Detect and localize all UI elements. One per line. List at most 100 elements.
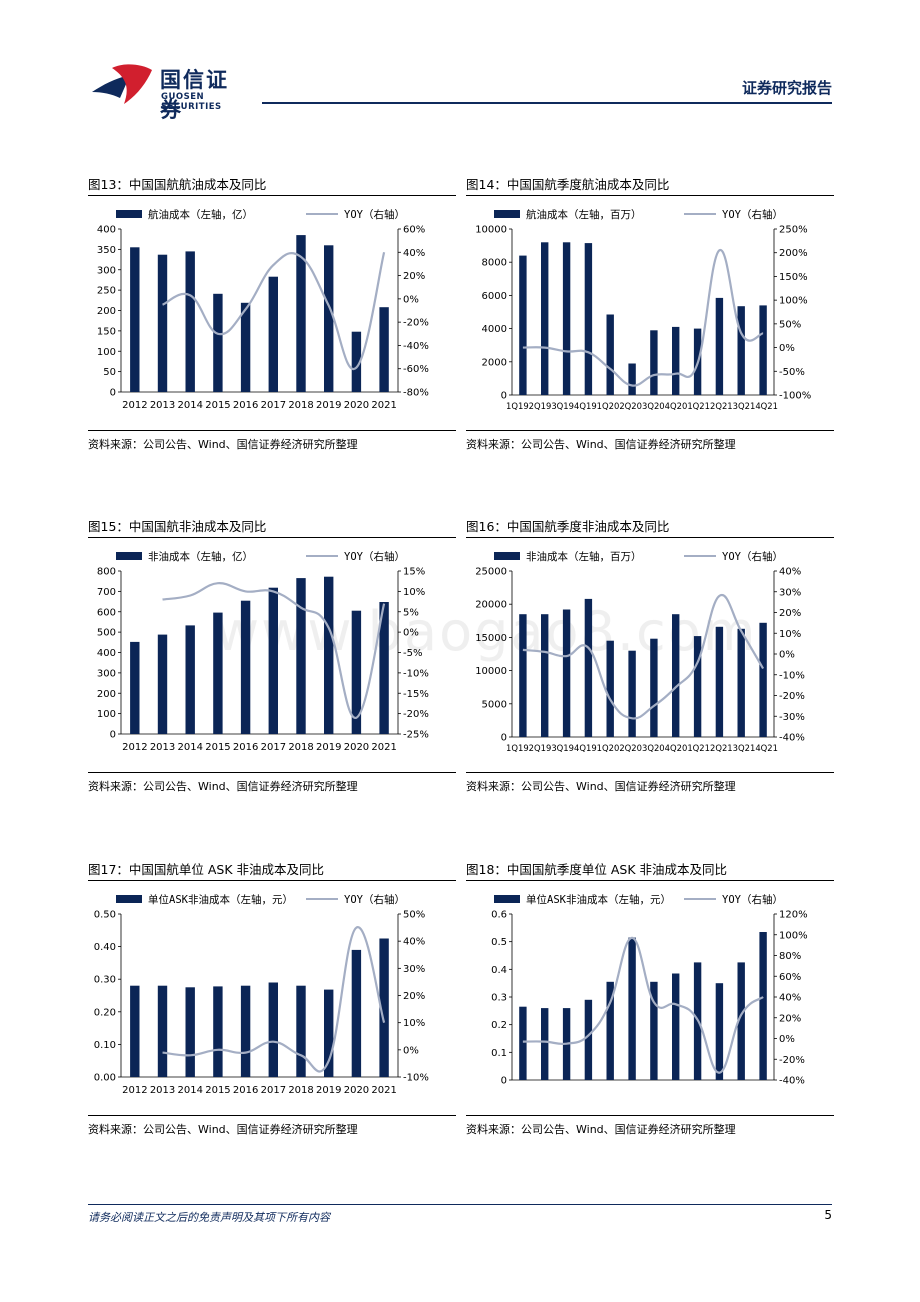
x-tick-label: 2016 (233, 742, 258, 753)
left-tick-label: 200 (97, 306, 116, 317)
x-tick-label: 2018 (288, 1085, 313, 1096)
chart-bottom-rule (88, 1115, 456, 1116)
x-tick-label: 2013 (150, 400, 175, 411)
left-tick-label: 8000 (482, 258, 507, 269)
right-tick-label: -60% (403, 364, 429, 375)
right-tick-label: 30% (403, 964, 425, 975)
bar-2Q21 (715, 983, 724, 1080)
left-tick-label: 0.30 (94, 975, 116, 986)
x-tick-label: 2012 (122, 742, 147, 753)
chart-bottom-rule (88, 430, 456, 431)
right-tick-label: -40% (403, 341, 429, 352)
left-tick-label: 150 (97, 326, 116, 337)
legend-swatch-bar (494, 210, 520, 218)
bar-2021 (379, 307, 389, 392)
x-tick-label: 2013 (150, 1085, 175, 1096)
chart-legend: 航油成本（左轴，亿） YOY（右轴） (116, 208, 405, 221)
legend-label-line: YOY（右轴） (722, 893, 783, 906)
chart-svg: 航油成本（左轴，亿） YOY（右轴） 0 50 100 150 200 250 300 350 40… (97, 208, 429, 411)
left-tick-label: 0.2 (491, 1020, 507, 1031)
bar-2019 (324, 245, 334, 392)
right-tick-label: -40% (779, 1076, 805, 1087)
x-tick-label: 2016 (233, 1085, 258, 1096)
yoy-line (522, 936, 764, 1074)
chart-legend: 单位ASK非油成本（左轴，元） YOY（右轴） (494, 893, 783, 906)
legend-label-line: YOY（右轴） (722, 550, 783, 563)
legend-swatch-bar (494, 552, 520, 560)
chart-fig16: 图16：中国国航季度非油成本及同比 非油成本（左轴，百万） YOY（右轴） 0 5000… (466, 516, 834, 796)
chart-top-rule (466, 537, 834, 538)
left-tick-label: 400 (97, 225, 116, 236)
left-tick-label: 0.5 (491, 937, 507, 948)
bar-2Q20 (628, 650, 636, 737)
bar-2021 (379, 938, 389, 1077)
left-tick-label: 200 (97, 689, 116, 700)
bar-4Q20 (672, 326, 680, 395)
legend-swatch-bar (116, 552, 142, 560)
left-tick-label: 0.4 (491, 965, 507, 976)
x-tick-label: 2019 (316, 400, 341, 411)
left-tick-label: 100 (97, 347, 116, 358)
right-tick-label: 40% (403, 248, 425, 259)
right-tick-label: -100% (779, 391, 811, 402)
x-tick-labels: 1Q192Q193Q194Q191Q202Q203Q204Q201Q212Q21… (506, 744, 778, 754)
chart-svg: 非油成本（左轴，亿） YOY（右轴） 0 100 200 300 400 500 600 700 8… (97, 550, 429, 753)
right-tick-label: 250% (779, 225, 808, 236)
legend-label-bar: 非油成本（左轴，百万） (526, 550, 642, 563)
right-tick-label: -25% (403, 730, 429, 741)
bar-2Q19 (541, 1008, 549, 1080)
chart-fig14: 图14：中国国航季度航油成本及同比 航油成本（左轴，百万） YOY（右轴） 0 2000… (466, 174, 834, 454)
right-tick-label: 50% (779, 319, 801, 330)
bar-1Q21 (693, 636, 702, 737)
chart-svg: 单位ASK非油成本（左轴，元） YOY（右轴） 0.00 0.10 0.20 0.30 0.… (94, 893, 429, 1096)
bar-1Q20 (606, 640, 614, 737)
bar-2016 (240, 302, 251, 392)
bar-2017 (268, 276, 278, 392)
page-number: 5 (824, 1208, 832, 1222)
legend-label-bar: 非油成本（左轴，亿） (148, 550, 253, 563)
bar-2013 (157, 634, 168, 734)
right-tick-label: 0% (403, 294, 419, 305)
bar-2013 (157, 254, 168, 392)
x-tick-label: 2015 (205, 400, 230, 411)
left-tick-label: 0.6 (491, 910, 507, 921)
legend-swatch-bar (494, 895, 520, 903)
bar-4Q21 (759, 932, 767, 1080)
left-tick-label: 0.50 (94, 910, 116, 921)
left-tick-label: 10000 (475, 666, 507, 677)
left-tick-label: 2000 (482, 357, 507, 368)
x-tick-label: 2014 (178, 742, 203, 753)
bar-1Q19 (519, 614, 527, 737)
bar-4Q19 (584, 243, 593, 395)
left-tick-label: 5000 (482, 699, 507, 710)
right-tick-label: 20% (779, 608, 801, 619)
left-tick-label: 100 (97, 709, 116, 720)
chart-legend: 单位ASK非油成本（左轴，元） YOY（右轴） (116, 893, 405, 906)
left-tick-label: 0 (110, 730, 116, 741)
right-tick-label: 60% (779, 972, 801, 983)
bar-2012 (130, 985, 140, 1077)
bar-3Q19 (562, 609, 571, 737)
right-tick-label: 60% (403, 225, 425, 236)
x-tick-label: 2015 (205, 1085, 230, 1096)
chart-source: 资料来源：公司公告、Wind、国信证券经济研究所整理 (88, 438, 358, 451)
chart-title: 图14：中国国航季度航油成本及同比 (466, 177, 670, 192)
x-tick-label: 2015 (205, 742, 230, 753)
legend-label-line: YOY（右轴） (344, 208, 405, 221)
bar-2020 (351, 610, 362, 734)
right-tick-label: 20% (779, 1013, 801, 1024)
x-tick-label: 2020 (344, 742, 369, 753)
chart-legend: 非油成本（左轴，亿） YOY（右轴） (116, 550, 405, 563)
left-tick-label: 0.3 (491, 993, 507, 1004)
bar-2015 (213, 612, 223, 734)
bar-2Q21 (715, 297, 724, 395)
bar-2017 (268, 587, 278, 734)
legend-label-line: YOY（右轴） (722, 208, 783, 221)
bar-2018 (296, 235, 306, 392)
bar-2018 (296, 985, 306, 1077)
chart-title: 图15：中国国航非油成本及同比 (88, 519, 267, 534)
chart-bottom-rule (466, 772, 834, 773)
left-tick-label: 0 (110, 388, 116, 399)
x-tick-label: 2017 (261, 742, 286, 753)
right-tick-label: 0% (779, 1034, 795, 1045)
